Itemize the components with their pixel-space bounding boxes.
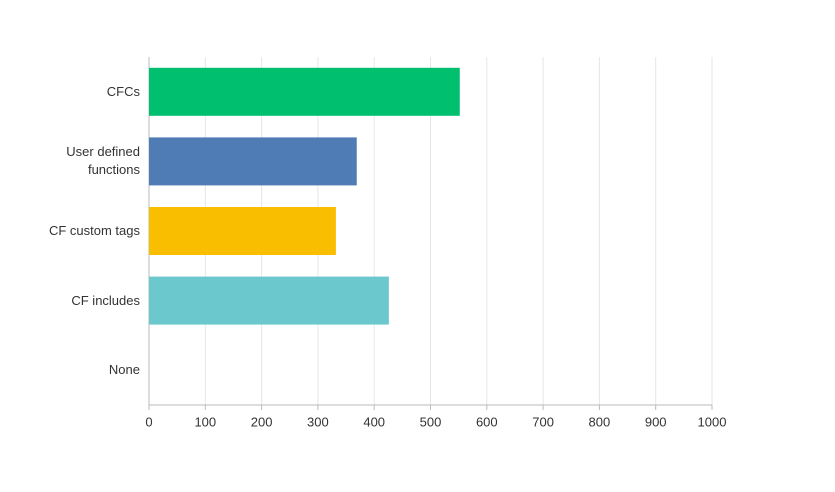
bar: [149, 276, 389, 325]
x-tick-label: 300: [307, 414, 329, 429]
x-tick-label: 700: [532, 414, 554, 429]
y-tick-label: CF custom tags: [48, 223, 140, 238]
x-tick-label: 400: [363, 414, 385, 429]
x-tick-label: 600: [476, 414, 498, 429]
bar: [149, 207, 336, 255]
y-tick-label: CF includes: [71, 292, 140, 308]
x-tick-label: 500: [420, 414, 442, 429]
y-tick-label: None: [108, 362, 140, 378]
x-tick-label: 900: [645, 414, 667, 429]
bar: [149, 137, 357, 186]
x-tick-label: 800: [589, 414, 611, 429]
x-tick-label: 100: [194, 414, 216, 429]
x-tick-label: 200: [251, 414, 273, 429]
x-tick-label: 1000: [698, 414, 727, 429]
y-tick-label: User defined functions: [66, 144, 140, 178]
x-tick-label: 0: [145, 414, 152, 429]
bar: [149, 67, 460, 116]
y-tick-label: CFCs: [106, 83, 140, 99]
